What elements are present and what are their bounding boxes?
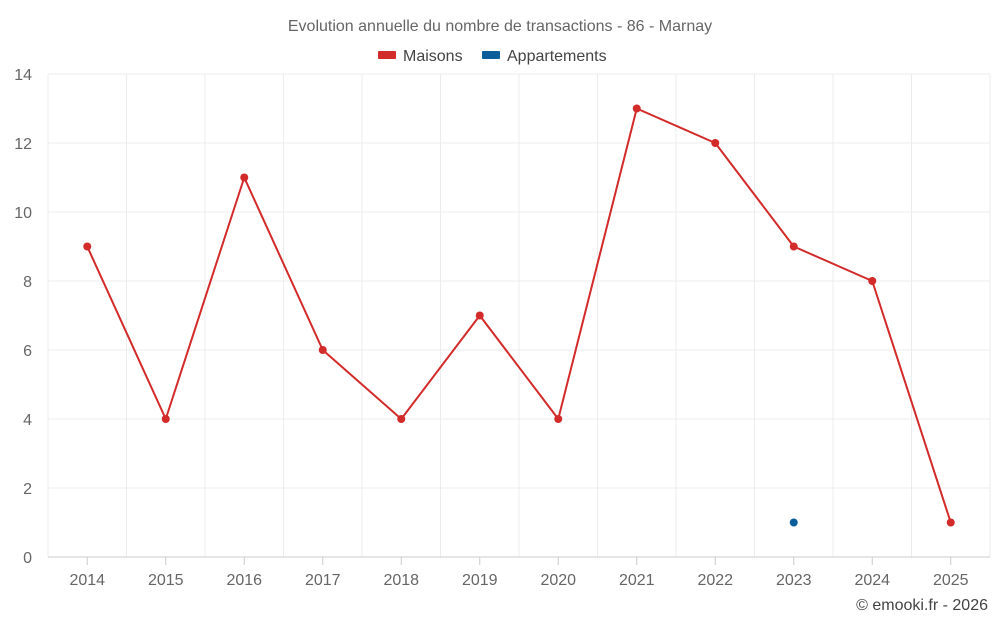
legend-swatch-appartements	[482, 51, 500, 59]
data-point-maisons-2014[interactable]	[83, 242, 92, 251]
data-point-maisons-2022[interactable]	[711, 139, 720, 147]
y-tick-label: 0	[23, 550, 32, 567]
data-point-maisons-2020[interactable]	[554, 415, 563, 423]
data-point-maisons-2018[interactable]	[397, 415, 406, 423]
x-tick-label: 2022	[697, 572, 733, 589]
x-axis: 2014 2015 2016 2017 2018 2019 2020 2021 2022 2023…	[48, 556, 990, 589]
y-tick-label: 2	[23, 481, 32, 498]
data-point-maisons-2024[interactable]	[868, 277, 877, 285]
data-point-maisons-2025[interactable]	[946, 518, 955, 527]
legend-item-appartements[interactable]: Appartements	[482, 48, 607, 65]
grid	[47, 73, 991, 557]
x-tick-label: 2016	[226, 572, 262, 589]
x-tick-label: 2023	[776, 572, 812, 589]
data-point-maisons-2015[interactable]	[161, 415, 170, 423]
legend-item-maisons[interactable]: Maisons	[378, 48, 463, 65]
y-tick-label: 8	[23, 274, 32, 291]
y-tick-label: 14	[14, 67, 32, 84]
chart-title: Evolution annuelle du nombre de transact…	[288, 18, 712, 35]
data-point-maisons-2019[interactable]	[475, 311, 484, 320]
x-tick-label: 2024	[854, 572, 890, 589]
data-point-maisons-2017[interactable]	[318, 346, 327, 354]
y-tick-label: 6	[23, 343, 32, 360]
x-tick-label: 2015	[148, 572, 184, 589]
legend-swatch-maisons	[378, 51, 396, 59]
x-tick-label: 2018	[383, 572, 419, 589]
legend-label-appartements: Appartements	[507, 48, 607, 65]
x-tick-label: 2019	[462, 572, 498, 589]
legend-label-maisons: Maisons	[403, 48, 463, 65]
x-tick-label: 2020	[540, 572, 576, 589]
series-line-maisons	[86, 107, 952, 523]
y-tick-label: 10	[14, 205, 32, 222]
data-point-maisons-2021[interactable]	[632, 104, 641, 113]
x-tick-label: 2017	[305, 572, 341, 589]
x-tick-label: 2021	[619, 572, 655, 589]
y-tick-label: 4	[23, 412, 32, 429]
data-point-appartements-2023[interactable]	[789, 518, 798, 527]
legend: Maisons Appartements	[378, 48, 607, 65]
credit-text: © emooki.fr - 2026	[856, 597, 988, 614]
data-point-maisons-2016[interactable]	[240, 173, 249, 182]
x-tick-label: 2014	[69, 572, 105, 589]
data-point-maisons-2023[interactable]	[789, 242, 798, 251]
series-layer	[83, 104, 955, 527]
y-axis: 0 2 4 6 8 10 12 14	[14, 67, 32, 567]
y-tick-label: 12	[14, 136, 32, 153]
x-tick-label: 2025	[933, 572, 969, 589]
